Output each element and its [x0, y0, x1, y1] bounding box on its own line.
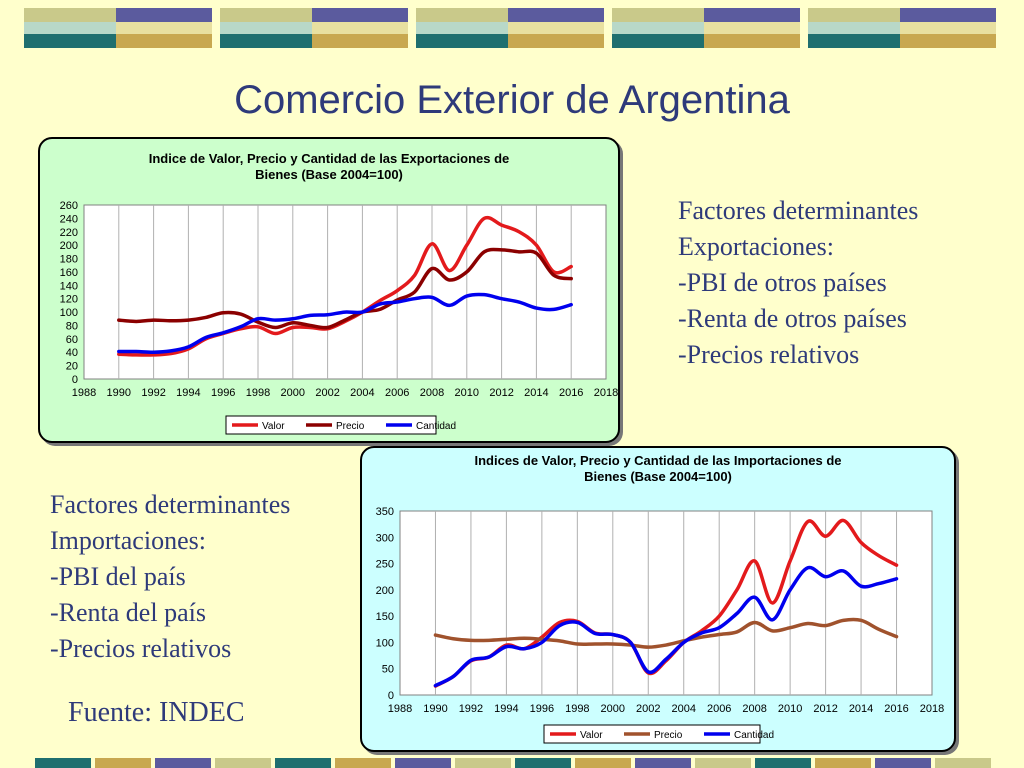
exports-y-tick-label: 160: [60, 267, 78, 279]
exports-factors-line: -PBI de otros países: [678, 268, 887, 297]
exports-x-tick-label: 1996: [211, 387, 235, 399]
imports-x-tick-label: 1988: [388, 703, 412, 715]
imports-chart-title-line: Bienes (Base 2004=100): [584, 469, 732, 484]
exports-series-precio-line: [117, 247, 573, 330]
exports-x-tick-label: 2018: [594, 387, 618, 399]
footer-decoration: [35, 758, 991, 768]
exports-y-tick-label: 220: [60, 227, 78, 239]
exports-x-tick-label: 1998: [246, 387, 270, 399]
exports-y-tick-label: 20: [66, 361, 78, 373]
imports-x-tick-label: 1990: [423, 703, 447, 715]
imports-y-tick-label: 150: [376, 611, 394, 623]
imports-y-tick-label: 100: [376, 637, 394, 649]
imports-x-tick-label: 1994: [494, 703, 518, 715]
imports-legend-label: Cantidad: [734, 730, 774, 741]
exports-y-tick-label: 40: [66, 347, 78, 359]
imports-y-tick-label: 0: [388, 690, 394, 702]
imports-legend-label: Precio: [654, 730, 683, 741]
imports-legend-label: Valor: [580, 730, 603, 741]
imports-factors-line: -Precios relativos: [50, 634, 232, 663]
exports-y-tick-label: 0: [72, 374, 78, 386]
imports-factors-line: -Renta del país: [50, 598, 206, 627]
imports-factors-line: -PBI del país: [50, 562, 186, 591]
exports-factors-line: -Precios relativos: [678, 340, 860, 369]
imports-x-tick-label: 2002: [636, 703, 660, 715]
exports-x-tick-label: 1994: [176, 387, 200, 399]
exports-y-tick-label: 100: [60, 307, 78, 319]
exports-chart-panel: Indice de Valor, Precio y Cantidad de la…: [38, 137, 620, 443]
imports-x-tick-label: 2010: [778, 703, 802, 715]
exports-y-tick-label: 240: [60, 213, 78, 225]
imports-chart-title-line: Indices de Valor, Precio y Cantidad de l…: [474, 453, 841, 468]
exports-legend-label: Valor: [262, 421, 285, 432]
exports-x-tick-label: 2012: [489, 387, 513, 399]
exports-y-tick-label: 80: [66, 320, 78, 332]
imports-x-tick-label: 2004: [671, 703, 695, 715]
imports-chart-panel: Indices de Valor, Precio y Cantidad de l…: [360, 446, 956, 752]
exports-legend-label: Precio: [336, 421, 365, 432]
imports-chart: Indices de Valor, Precio y Cantidad de l…: [376, 453, 944, 744]
exports-chart-title-line: Indice de Valor, Precio y Cantidad de la…: [149, 151, 510, 166]
exports-x-tick-label: 1990: [107, 387, 131, 399]
exports-x-tick-label: 2004: [350, 387, 374, 399]
slide-title: Comercio Exterior de Argentina: [234, 78, 790, 122]
imports-x-tick-label: 1998: [565, 703, 589, 715]
imports-x-tick-label: 2016: [884, 703, 908, 715]
exports-x-tick-label: 2008: [420, 387, 444, 399]
source-note: Fuente: INDEC: [68, 697, 245, 728]
imports-y-tick-label: 300: [376, 532, 394, 544]
exports-y-tick-label: 200: [60, 240, 78, 252]
exports-legend-label: Cantidad: [416, 421, 456, 432]
imports-x-tick-label: 2012: [813, 703, 837, 715]
exports-y-tick-label: 60: [66, 334, 78, 346]
imports-x-tick-label: 2018: [920, 703, 944, 715]
exports-series-cantidad-line: [117, 292, 573, 354]
exports-x-tick-label: 1988: [72, 387, 96, 399]
imports-y-tick-label: 250: [376, 559, 394, 571]
exports-factors-line: -Renta de otros países: [678, 304, 907, 333]
imports-y-tick-label: 200: [376, 585, 394, 597]
imports-plot-area: [399, 510, 933, 696]
exports-x-tick-label: 2000: [281, 387, 305, 399]
exports-x-tick-label: 2002: [315, 387, 339, 399]
exports-chart: Indice de Valor, Precio y Cantidad de la…: [60, 151, 618, 435]
imports-x-tick-label: 2008: [742, 703, 766, 715]
exports-y-tick-label: 260: [60, 200, 78, 212]
exports-y-tick-label: 140: [60, 280, 78, 292]
exports-x-tick-label: 1992: [141, 387, 165, 399]
imports-x-tick-label: 2006: [707, 703, 731, 715]
imports-y-tick-label: 350: [376, 506, 394, 518]
imports-x-tick-label: 1996: [530, 703, 554, 715]
exports-factors-line: Exportaciones:: [678, 232, 834, 261]
exports-x-tick-label: 2006: [385, 387, 409, 399]
imports-factors-line: Factores determinantes: [50, 490, 291, 519]
exports-factors-text: Factores determinantes Exportaciones: -P…: [678, 193, 918, 373]
exports-factors-line: Factores determinantes: [678, 196, 919, 225]
imports-series-precio-line: [433, 617, 899, 649]
imports-factors-text: Factores determinantes Importaciones: -P…: [50, 487, 290, 667]
exports-chart-title-line: Bienes (Base 2004=100): [255, 167, 403, 182]
exports-x-tick-label: 2014: [524, 387, 548, 399]
imports-x-tick-label: 1992: [459, 703, 483, 715]
imports-series-cantidad-line: [433, 565, 899, 688]
imports-x-tick-label: 2000: [601, 703, 625, 715]
header-decoration: [24, 8, 996, 48]
imports-x-tick-label: 2014: [849, 703, 873, 715]
exports-y-tick-label: 120: [60, 294, 78, 306]
imports-factors-line: Importaciones:: [50, 526, 206, 555]
imports-legend: [543, 724, 761, 744]
exports-y-tick-label: 180: [60, 254, 78, 266]
imports-y-tick-label: 50: [382, 664, 394, 676]
exports-x-tick-label: 2016: [559, 387, 583, 399]
exports-x-tick-label: 2010: [455, 387, 479, 399]
